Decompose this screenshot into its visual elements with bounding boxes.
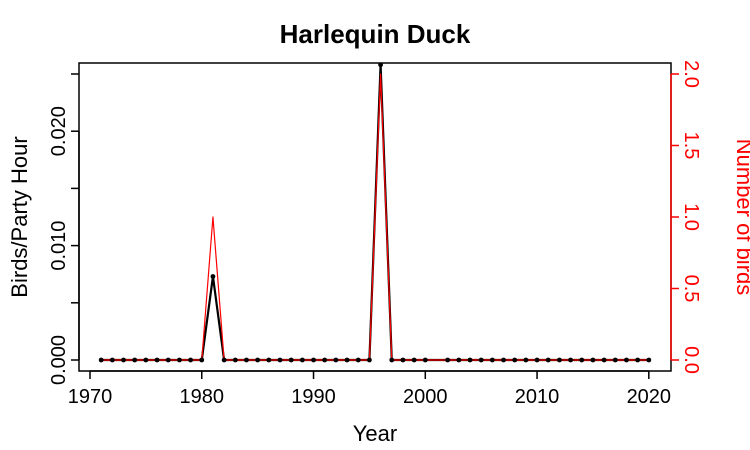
- data-point: [333, 357, 339, 363]
- data-point: [221, 357, 227, 363]
- y-tick-label-left: 0.000: [48, 335, 70, 385]
- data-point: [635, 357, 641, 363]
- data-point: [188, 357, 193, 363]
- data-point: [121, 357, 126, 363]
- data-point: [501, 357, 506, 363]
- y-tick-label-right: 1.5: [680, 132, 702, 160]
- data-point: [467, 357, 473, 363]
- data-point: [512, 357, 518, 363]
- data-point: [165, 357, 171, 363]
- data-point: [568, 357, 573, 363]
- data-point: [612, 357, 618, 363]
- x-tick-label: 1980: [180, 386, 225, 408]
- data-point: [590, 357, 596, 363]
- y-axis-right: 0.0 0.5 1.0 1.5 2.0: [670, 60, 702, 374]
- y-axis-left: 0.000 0.010 0.020: [48, 73, 80, 385]
- data-point: [389, 357, 395, 363]
- data-point: [288, 357, 294, 363]
- data-point: [277, 357, 283, 363]
- data-point: [557, 357, 562, 363]
- data-point: [98, 357, 104, 363]
- data-point: [534, 357, 540, 363]
- data-point: [400, 357, 406, 363]
- data-point: [210, 274, 216, 279]
- data-point: [199, 357, 205, 363]
- data-point: [266, 357, 272, 363]
- data-point: [489, 357, 495, 363]
- data-point: [579, 357, 585, 363]
- x-tick-label: 2000: [403, 386, 448, 408]
- y-tick-label-left: 0.020: [48, 106, 70, 156]
- y-tick-label-left: 0.010: [48, 221, 70, 271]
- data-point: [422, 357, 428, 363]
- data-point: [311, 357, 316, 363]
- y-tick-label-right: 0.0: [680, 346, 702, 374]
- data-point: [344, 357, 350, 363]
- data-point: [154, 357, 160, 363]
- data-point: [255, 357, 261, 363]
- data-point: [378, 62, 383, 68]
- data-point: [232, 357, 238, 363]
- series-layer: [98, 62, 652, 363]
- x-tick-label: 1970: [68, 386, 113, 408]
- data-point: [624, 357, 629, 363]
- data-point: [367, 357, 372, 363]
- data-point: [478, 357, 484, 363]
- data-point: [411, 357, 417, 363]
- x-tick-label: 1990: [291, 386, 336, 408]
- data-point: [299, 357, 305, 363]
- x-axis: 1970 1980 1990 2000 2010 2020: [68, 370, 672, 408]
- data-point: [177, 357, 182, 363]
- data-point: [244, 357, 249, 363]
- data-point: [355, 357, 361, 363]
- x-tick-label: 2020: [627, 386, 672, 408]
- y-axis-label-right: Number of birds: [732, 139, 750, 296]
- data-point: [545, 357, 551, 363]
- data-point: [456, 357, 462, 363]
- y-tick-label-right: 2.0: [680, 60, 702, 88]
- data-point: [601, 357, 607, 363]
- y-tick-label-right: 0.5: [680, 275, 702, 303]
- series-line-number-of-birds: [101, 73, 649, 361]
- data-point: [132, 357, 138, 363]
- chart-title: Harlequin Duck: [280, 19, 471, 49]
- data-point: [523, 357, 529, 363]
- data-point: [322, 357, 328, 363]
- data-point: [109, 357, 115, 363]
- data-point: [143, 357, 149, 363]
- data-point: [646, 357, 652, 363]
- x-axis-label: Year: [353, 421, 397, 446]
- x-tick-label: 2010: [515, 386, 560, 408]
- y-axis-label-left: Birds/Party Hour: [7, 136, 32, 297]
- y-tick-label-right: 1.0: [680, 203, 702, 231]
- data-point: [445, 357, 451, 363]
